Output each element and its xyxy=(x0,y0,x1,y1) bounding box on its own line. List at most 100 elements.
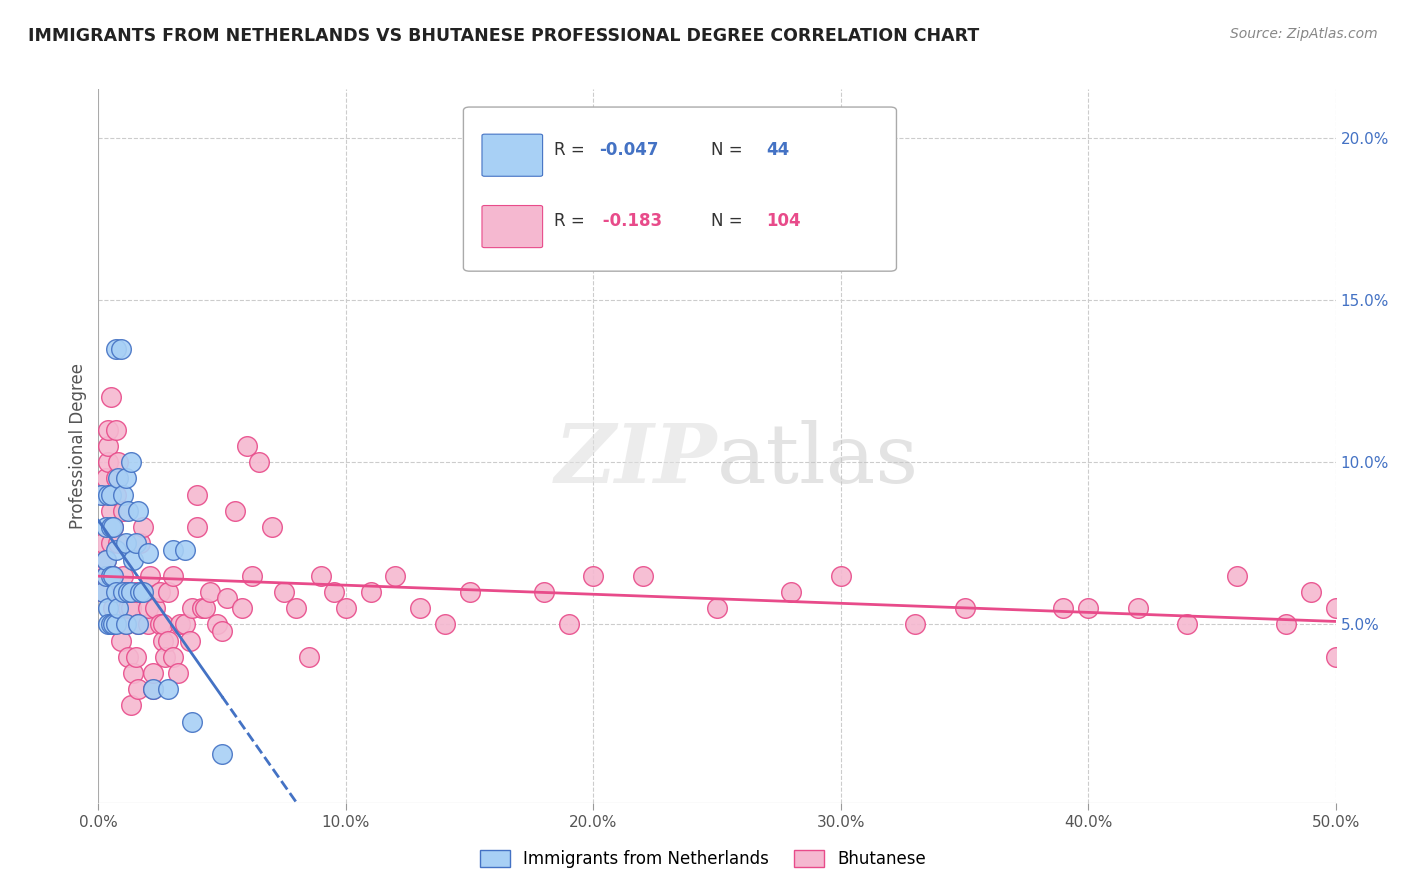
Point xyxy=(97,423,120,437)
Point xyxy=(904,617,927,632)
Point xyxy=(142,682,165,697)
Point xyxy=(110,342,132,356)
Point xyxy=(104,488,127,502)
Point xyxy=(117,504,139,518)
Point xyxy=(100,568,122,582)
Point xyxy=(149,585,172,599)
Point xyxy=(104,423,127,437)
Point xyxy=(143,601,166,615)
Point xyxy=(169,617,191,632)
Point xyxy=(191,601,214,615)
Point xyxy=(112,568,135,582)
Point xyxy=(198,585,221,599)
Point xyxy=(384,568,406,582)
Point xyxy=(122,552,145,566)
Point xyxy=(132,520,155,534)
Point xyxy=(231,601,253,615)
Point xyxy=(166,666,188,681)
Text: -0.047: -0.047 xyxy=(599,141,659,159)
Point xyxy=(107,455,129,469)
Point xyxy=(112,488,135,502)
Point xyxy=(129,536,152,550)
Point xyxy=(100,488,122,502)
Point xyxy=(1226,568,1249,582)
Text: R =: R = xyxy=(554,141,589,159)
Point xyxy=(90,552,112,566)
Point xyxy=(953,601,976,615)
Point xyxy=(205,617,228,632)
Point xyxy=(114,471,136,485)
Point xyxy=(631,568,654,582)
Point xyxy=(117,585,139,599)
Point xyxy=(103,568,125,582)
Point xyxy=(582,568,605,582)
Point xyxy=(114,617,136,632)
Point xyxy=(1052,601,1074,615)
Point xyxy=(110,633,132,648)
Point xyxy=(97,455,120,469)
Point xyxy=(103,520,125,534)
Point xyxy=(103,568,125,582)
Point xyxy=(122,666,145,681)
Point xyxy=(211,624,233,638)
Text: 44: 44 xyxy=(766,141,790,159)
FancyBboxPatch shape xyxy=(482,134,543,177)
Point xyxy=(162,649,184,664)
Point xyxy=(1077,601,1099,615)
Point xyxy=(181,714,204,729)
Point xyxy=(103,520,125,534)
Point xyxy=(100,520,122,534)
Point xyxy=(240,568,263,582)
Point xyxy=(298,649,321,664)
Point xyxy=(103,617,125,632)
Point xyxy=(139,568,162,582)
Point xyxy=(409,601,432,615)
Point xyxy=(136,601,159,615)
Point xyxy=(174,617,197,632)
Point xyxy=(112,504,135,518)
Point xyxy=(114,617,136,632)
Point xyxy=(156,682,179,697)
Point xyxy=(100,504,122,518)
Point xyxy=(335,601,357,615)
Y-axis label: Professional Degree: Professional Degree xyxy=(69,363,87,529)
FancyBboxPatch shape xyxy=(464,107,897,271)
Point xyxy=(120,585,142,599)
Point xyxy=(114,536,136,550)
Point xyxy=(224,504,246,518)
Point xyxy=(104,342,127,356)
Point xyxy=(433,617,456,632)
Point xyxy=(1275,617,1298,632)
Point xyxy=(149,617,172,632)
Point xyxy=(120,601,142,615)
Point xyxy=(780,585,803,599)
Point xyxy=(100,617,122,632)
Point xyxy=(174,542,197,557)
Point xyxy=(1324,649,1347,664)
Point xyxy=(107,536,129,550)
Point xyxy=(107,601,129,615)
Point xyxy=(217,591,239,606)
Point xyxy=(124,536,146,550)
Point xyxy=(136,546,159,560)
Point xyxy=(830,568,852,582)
Point xyxy=(273,585,295,599)
Point xyxy=(152,617,174,632)
Point xyxy=(97,601,120,615)
Point xyxy=(93,585,115,599)
Point xyxy=(104,585,127,599)
Text: 104: 104 xyxy=(766,212,801,230)
Point xyxy=(260,520,283,534)
Point xyxy=(458,585,481,599)
Point xyxy=(93,488,115,502)
Point xyxy=(360,585,382,599)
Text: IMMIGRANTS FROM NETHERLANDS VS BHUTANESE PROFESSIONAL DEGREE CORRELATION CHART: IMMIGRANTS FROM NETHERLANDS VS BHUTANESE… xyxy=(28,27,980,45)
Point xyxy=(706,601,728,615)
Point xyxy=(1126,601,1149,615)
Point xyxy=(179,633,201,648)
Point xyxy=(93,585,115,599)
Point xyxy=(112,585,135,599)
Point xyxy=(94,552,117,566)
Point xyxy=(127,504,149,518)
Point xyxy=(127,682,149,697)
